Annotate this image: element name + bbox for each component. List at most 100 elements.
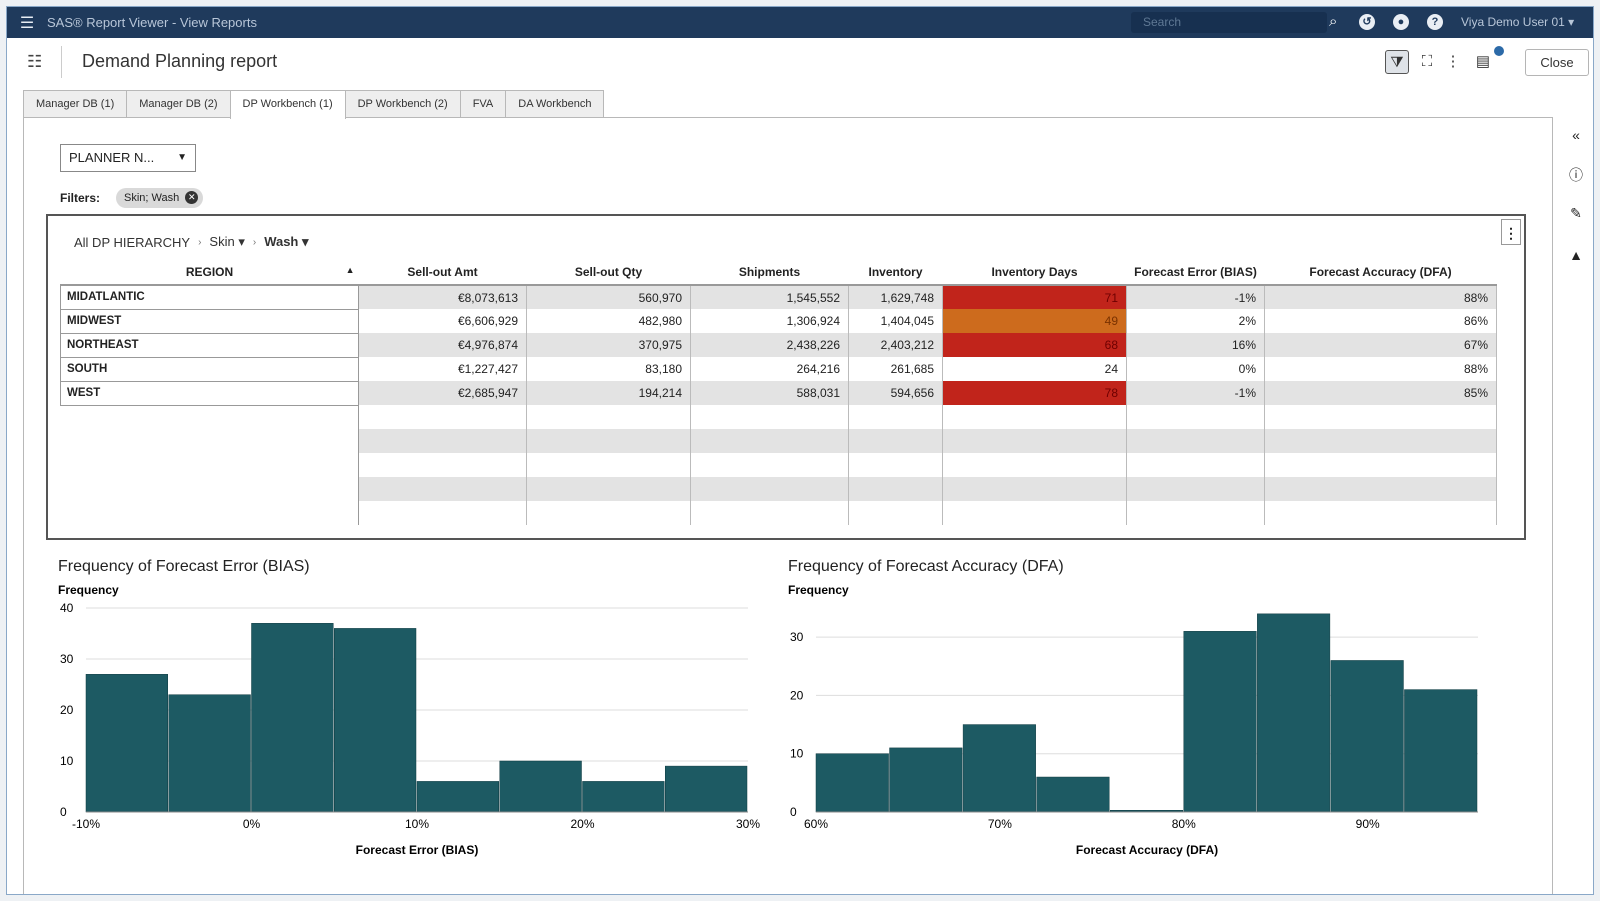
column-header-forecast-error[interactable]: Forecast Error (BIAS) bbox=[1126, 260, 1265, 286]
table-row[interactable]: SOUTH €1,227,427 83,180 264,216 261,685 24 0% 8… bbox=[60, 356, 1497, 382]
histogram-bar[interactable] bbox=[499, 760, 582, 813]
tab-manager-db-2[interactable]: Manager DB (2) bbox=[126, 90, 231, 118]
y-tick-label: 0 bbox=[790, 805, 797, 819]
report-viewer-window: ☰ SAS® Report Viewer - View Reports Sear… bbox=[6, 6, 1594, 895]
row-region[interactable]: MIDATLANTIC bbox=[60, 284, 359, 310]
column-header-inventory-days[interactable]: Inventory Days bbox=[942, 260, 1127, 286]
table-row[interactable]: NORTHEAST €4,976,874 370,975 2,438,226 2,403… bbox=[60, 332, 1497, 358]
column-header-sellout-qty[interactable]: Sell-out Qty bbox=[526, 260, 691, 286]
tab-dp-workbench-1[interactable]: DP Workbench (1) bbox=[229, 90, 346, 119]
cell-qty: 83,180 bbox=[526, 357, 691, 381]
cell-dfa: 88% bbox=[1264, 285, 1497, 309]
crosstab-body: MIDATLANTIC €8,073,613 560,970 1,545,552 1,6… bbox=[60, 284, 1497, 525]
cell-bias: -1% bbox=[1126, 285, 1265, 309]
histogram-bar[interactable] bbox=[416, 781, 499, 813]
table-row[interactable]: MIDWEST €6,606,929 482,980 1,306,924 1,404,0… bbox=[60, 308, 1497, 334]
cell-qty: 370,975 bbox=[526, 333, 691, 357]
empty-cell bbox=[358, 429, 527, 453]
more-options-icon[interactable]: ⋮ bbox=[1445, 53, 1461, 70]
histogram-bar[interactable] bbox=[168, 694, 251, 813]
breadcrumb-level-1[interactable]: Skin ▾ bbox=[209, 234, 245, 249]
crosstab-table: REGION ▲ Sell-out Amt Sell-out Qty Shipme… bbox=[60, 260, 1497, 525]
histogram-bar[interactable] bbox=[665, 765, 748, 813]
cell-dfa: 67% bbox=[1264, 333, 1497, 357]
histogram-bar[interactable] bbox=[1183, 631, 1257, 813]
fullscreen-icon[interactable]: ⛶ bbox=[1421, 53, 1433, 70]
empty-cell bbox=[942, 405, 1127, 429]
empty-cell bbox=[1264, 429, 1497, 453]
empty-cell bbox=[1264, 453, 1497, 477]
histogram-bar[interactable] bbox=[889, 747, 963, 813]
help-icon[interactable]: ? bbox=[1427, 14, 1443, 30]
remove-filter-icon[interactable]: ✕ bbox=[185, 191, 199, 204]
empty-row bbox=[60, 501, 1497, 525]
table-row[interactable]: MIDATLANTIC €8,073,613 560,970 1,545,552 1,6… bbox=[60, 284, 1497, 310]
more-options-icon[interactable]: ⋮ bbox=[1501, 219, 1521, 245]
planner-dropdown-label: PLANNER N... bbox=[69, 150, 155, 165]
column-header-shipments[interactable]: Shipments bbox=[690, 260, 849, 286]
warning-icon[interactable]: ▲ bbox=[1569, 247, 1583, 263]
comment-icon[interactable]: ✎ bbox=[1570, 205, 1582, 221]
column-header-region[interactable]: REGION ▲ bbox=[60, 260, 359, 286]
column-header-sellout-amt[interactable]: Sell-out Amt bbox=[358, 260, 527, 286]
planner-dropdown[interactable]: PLANNER N... ▼ bbox=[60, 144, 196, 172]
y-tick-label: 10 bbox=[60, 754, 74, 768]
empty-cell bbox=[526, 453, 691, 477]
sort-ascending-icon: ▲ bbox=[345, 265, 355, 275]
chart-title: Frequency of Forecast Error (BIAS) bbox=[58, 558, 310, 575]
tab-manager-db-1[interactable]: Manager DB (1) bbox=[23, 90, 128, 118]
chart-title: Frequency of Forecast Accuracy (DFA) bbox=[788, 558, 1064, 575]
empty-row bbox=[60, 477, 1497, 501]
cell-bias: 0% bbox=[1126, 357, 1265, 381]
collapse-icon[interactable]: « bbox=[1572, 127, 1580, 143]
page-list-icon[interactable]: ☷ bbox=[27, 52, 43, 71]
filter-pill[interactable]: Skin; Wash ✕ bbox=[116, 188, 204, 208]
user-menu[interactable]: Viya Demo User 01 ▾ bbox=[1461, 15, 1574, 29]
bias-histogram-svg: Frequency 0 10 20 30 40 -10% 0% 10% 20% 30% Forecas… bbox=[58, 583, 760, 857]
clipboard-icon[interactable]: ▤ bbox=[1475, 53, 1491, 70]
histogram-bar[interactable] bbox=[1404, 689, 1478, 813]
menu-icon[interactable]: ☰ bbox=[19, 14, 35, 32]
breadcrumb-root[interactable]: All DP HIERARCHY bbox=[74, 234, 191, 250]
empty-cell bbox=[60, 501, 359, 525]
histogram-bar[interactable] bbox=[1036, 776, 1110, 813]
empty-cell bbox=[690, 405, 849, 429]
histogram-bar[interactable] bbox=[815, 753, 889, 813]
y-tick-label: 30 bbox=[60, 652, 74, 666]
bell-icon[interactable]: ● bbox=[1393, 14, 1409, 30]
close-button[interactable]: Close bbox=[1525, 49, 1589, 76]
histogram-bar[interactable] bbox=[334, 628, 417, 813]
cell-dfa: 88% bbox=[1264, 357, 1497, 381]
cell-bias: -1% bbox=[1126, 381, 1265, 405]
cell-days: 49 bbox=[942, 309, 1127, 333]
table-row[interactable]: WEST €2,685,947 194,214 588,031 594,656 78 -1%… bbox=[60, 380, 1497, 406]
histogram-bar[interactable] bbox=[1257, 613, 1331, 813]
row-region[interactable]: NORTHEAST bbox=[60, 332, 359, 358]
histogram-bar[interactable] bbox=[251, 623, 334, 813]
y-tick-label: 40 bbox=[60, 601, 74, 615]
histogram-bar[interactable] bbox=[582, 781, 665, 813]
empty-cell bbox=[358, 501, 527, 525]
histogram-bar[interactable] bbox=[962, 724, 1036, 813]
cell-ship: 264,216 bbox=[690, 357, 849, 381]
search-icon[interactable]: ⌕ bbox=[1329, 13, 1338, 30]
filter-icon[interactable]: ⧩ bbox=[1385, 50, 1409, 74]
histogram-bar[interactable] bbox=[1330, 660, 1404, 813]
empty-cell bbox=[942, 453, 1127, 477]
info-icon[interactable]: ⓘ bbox=[1569, 167, 1583, 183]
clock-icon[interactable]: ↺ bbox=[1359, 14, 1375, 30]
cell-amt: €2,685,947 bbox=[358, 381, 527, 405]
cell-ship: 2,438,226 bbox=[690, 333, 849, 357]
search-input[interactable]: Search bbox=[1131, 12, 1327, 33]
y-axis-label: Frequency bbox=[788, 583, 849, 597]
row-region[interactable]: WEST bbox=[60, 380, 359, 406]
tab-fva[interactable]: FVA bbox=[459, 90, 507, 118]
histogram-bar[interactable] bbox=[85, 674, 168, 813]
column-header-inventory[interactable]: Inventory bbox=[848, 260, 943, 286]
column-header-forecast-accuracy[interactable]: Forecast Accuracy (DFA) bbox=[1264, 260, 1497, 286]
row-region[interactable]: SOUTH bbox=[60, 356, 359, 382]
tab-da-workbench[interactable]: DA Workbench bbox=[505, 90, 605, 118]
breadcrumb-level-2[interactable]: Wash ▾ bbox=[264, 234, 309, 249]
row-region[interactable]: MIDWEST bbox=[60, 308, 359, 334]
tab-dp-workbench-2[interactable]: DP Workbench (2) bbox=[344, 90, 461, 118]
